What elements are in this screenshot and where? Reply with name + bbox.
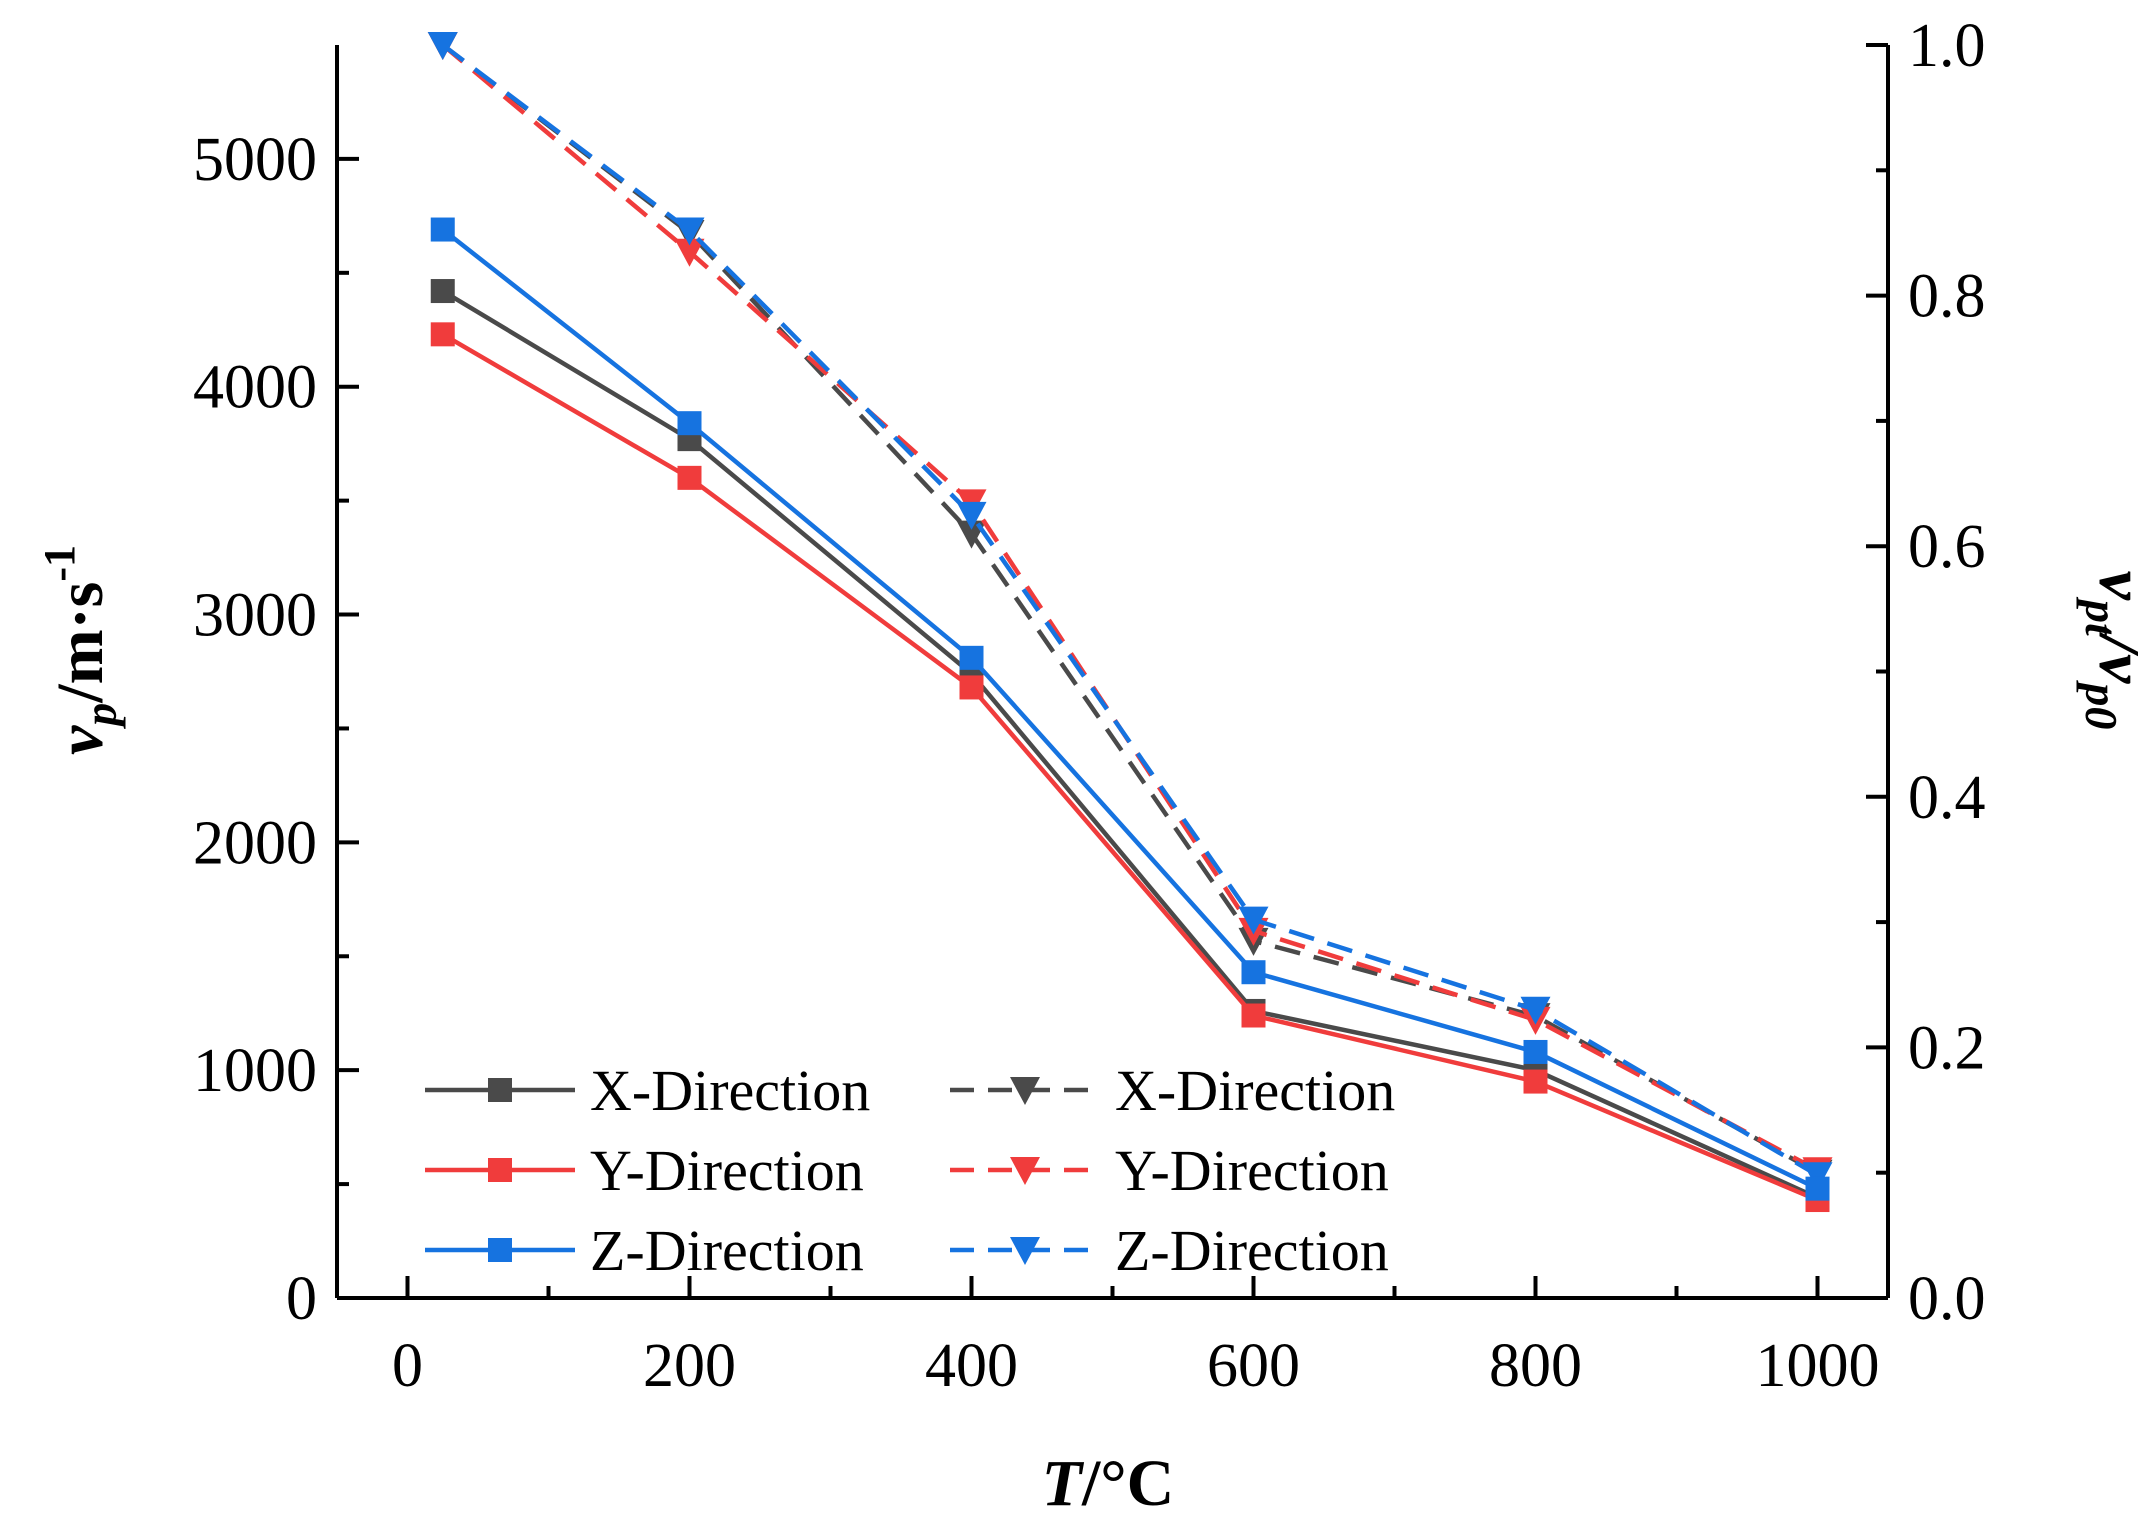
y-left-tick-label: 0 [286, 1265, 317, 1333]
data-point [959, 675, 984, 700]
y-right-tick-label: 1.0 [1908, 12, 1986, 80]
y-left-axis-title: vp/m·s-1 [35, 545, 126, 755]
series-line [441, 227, 1819, 1191]
data-point [427, 32, 458, 60]
y-right-tick-label: 0.0 [1908, 1265, 1986, 1333]
x-tick-label: 1000 [1756, 1332, 1880, 1400]
data-point [1805, 1176, 1830, 1201]
series-line [441, 332, 1819, 1203]
series-dashed-z-direction [427, 32, 1833, 1191]
y-right-tick-label: 0.6 [1908, 513, 1986, 581]
data-point [430, 217, 455, 242]
data-point [674, 238, 705, 267]
legend-entry-solid-2: Z-Direction [425, 1218, 864, 1283]
legend-label: Y-Direction [1115, 1138, 1389, 1203]
legend-label: Z-Direction [1115, 1218, 1389, 1283]
x-tick-label: 800 [1489, 1332, 1582, 1400]
y-right-tick-label: 0.2 [1908, 1014, 1986, 1082]
data-point [1523, 1039, 1548, 1064]
legend-entry-dashed-0: X-Direction [950, 1058, 1395, 1123]
x-tick-label: 0 [392, 1332, 423, 1400]
series-solid-y-direction [430, 322, 1830, 1213]
data-point [956, 501, 987, 530]
x-tick-label: 400 [925, 1332, 1018, 1400]
series-line [441, 43, 1819, 1173]
y-left-tick-label: 3000 [193, 582, 317, 650]
y-left-tick-label: 4000 [193, 354, 317, 422]
series-dashed-y-direction [427, 32, 1833, 1186]
legend-entry-dashed-1: Y-Direction [950, 1138, 1389, 1203]
legend-label: Z-Direction [590, 1218, 864, 1283]
series-dashed-x-direction [427, 32, 1833, 1188]
y-right-tick-label: 0.4 [1908, 764, 1986, 832]
y-right-axis-title: vpt/vp0 [2076, 571, 2138, 730]
legend-entry-solid-0: X-Direction [425, 1058, 870, 1123]
legend-marker [1010, 1157, 1040, 1185]
data-point [959, 645, 984, 670]
y-left-tick-label: 2000 [193, 809, 317, 877]
x-tick-label: 600 [1207, 1332, 1300, 1400]
data-point [430, 279, 455, 304]
y-left-tick-label: 5000 [193, 126, 317, 194]
data-point [1523, 1069, 1548, 1094]
legend-marker [488, 1238, 512, 1262]
data-point [677, 411, 702, 436]
legend-label: X-Direction [1115, 1058, 1395, 1123]
legend-marker [1010, 1237, 1040, 1265]
legend-label: Y-Direction [590, 1138, 864, 1203]
data-point [430, 322, 455, 347]
series-line [441, 289, 1819, 1200]
data-point [1238, 906, 1269, 935]
y-left-tick-label: 1000 [193, 1037, 317, 1105]
legend-entry-dashed-2: Z-Direction [950, 1218, 1389, 1283]
series-solid-z-direction [430, 217, 1830, 1201]
data-point [1520, 996, 1551, 1025]
data-point [677, 465, 702, 490]
legend-marker [488, 1078, 512, 1102]
data-point [674, 217, 705, 246]
x-axis-title: T/°C [1042, 1447, 1175, 1520]
data-point [1241, 960, 1266, 985]
data-point [1802, 1162, 1833, 1191]
series-line [441, 43, 1819, 1175]
x-tick-label: 200 [643, 1332, 736, 1400]
y-right-tick-label: 0.8 [1908, 263, 1986, 331]
legend-marker [488, 1158, 512, 1182]
legend-marker [1010, 1077, 1040, 1105]
series-line [441, 43, 1819, 1178]
data-point [1241, 1003, 1266, 1028]
legend-entry-solid-1: Y-Direction [425, 1138, 864, 1203]
legend-label: X-Direction [590, 1058, 870, 1123]
